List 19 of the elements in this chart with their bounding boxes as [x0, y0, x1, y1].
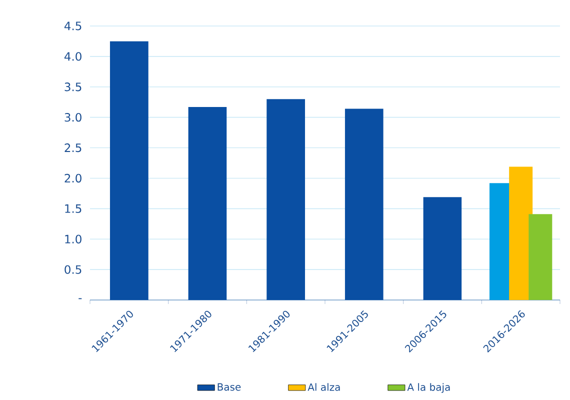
y-tick-label: 3.5 — [64, 82, 82, 92]
bar — [110, 41, 148, 300]
bar — [188, 106, 227, 300]
bar — [423, 197, 462, 300]
y-tick-label: 4.0 — [64, 52, 82, 61]
y-tick-label: 4.5 — [64, 22, 82, 30]
y-tick-label: 1.0 — [65, 234, 82, 244]
legend-label: Al alza — [308, 383, 340, 391]
legend-label: A la baja — [407, 383, 450, 393]
y-tick-label: 2.5 — [64, 143, 82, 152]
bar — [266, 99, 306, 300]
y-tick-label: 2.0 — [64, 174, 82, 183]
bar — [344, 108, 384, 300]
y-tick-label: 0.5 — [64, 265, 82, 274]
bar — [528, 214, 552, 300]
y-tick-label: 3.0 — [64, 112, 82, 122]
y-tick-label: 1.5 — [65, 204, 82, 213]
y-tick-label: - — [78, 298, 82, 300]
legend-label: Base — [218, 383, 241, 391]
